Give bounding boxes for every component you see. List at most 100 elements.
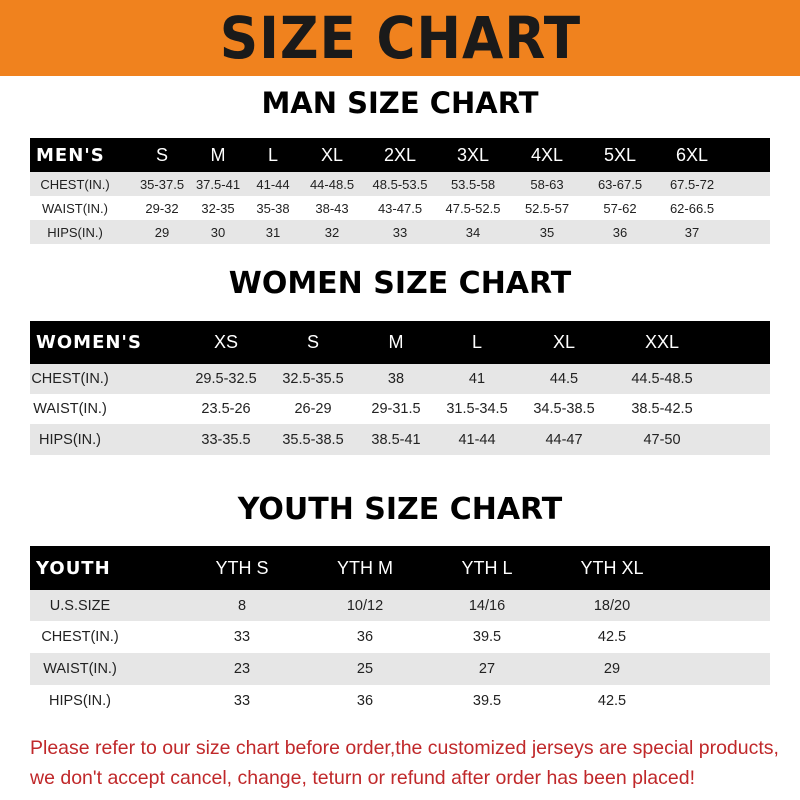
- measurement-value: 36: [356, 693, 374, 709]
- size-header-cell: S: [306, 332, 320, 352]
- measurement-value: 29-31.5: [371, 401, 421, 417]
- measurement-value: 32-35: [201, 200, 235, 216]
- measurement-label: CHEST(IN.): [40, 176, 110, 192]
- measurement-value: 36: [356, 629, 374, 645]
- table-row: WAIST(IN.) 23 25 27 29: [30, 653, 770, 685]
- measurement-value: 39.5: [472, 693, 502, 709]
- measurement-label: HIPS(IN.): [48, 693, 112, 709]
- measurement-value: 30: [210, 224, 226, 240]
- size-header-cell: XL: [552, 332, 576, 352]
- measurement-value: 35: [539, 224, 555, 240]
- size-header-cell: S: [155, 144, 169, 165]
- size-header-cell: 2XL: [383, 144, 417, 165]
- measurement-value: 52.5-57: [524, 200, 570, 216]
- size-header-cell: 3XL: [456, 144, 490, 165]
- measurement-value: 38.5-41: [371, 431, 421, 448]
- table-row: CHEST(IN.) 35-37.5 37.5-41 41-44 44-48.5 48.5…: [30, 172, 770, 196]
- size-header-cell: 5XL: [603, 144, 637, 165]
- measurement-label: CHEST(IN.): [31, 371, 109, 387]
- measurement-label: CHEST(IN.): [41, 629, 119, 645]
- size-header-cell: 4XL: [530, 144, 564, 165]
- measurement-value: 29: [154, 224, 170, 240]
- measurement-value: 29-32: [145, 200, 179, 216]
- size-header-cell: XXL: [644, 332, 680, 352]
- measurement-value: 36: [612, 224, 628, 240]
- measurement-value: 35-37.5: [139, 176, 185, 192]
- measurement-value: 44.5-48.5: [631, 371, 693, 387]
- measurement-value: 38.5-42.5: [631, 401, 693, 417]
- notice-line: Please refer to our size chart before or…: [30, 737, 779, 759]
- measurement-value: 18/20: [593, 597, 631, 614]
- size-header-cell: M: [388, 332, 404, 352]
- measurement-value: 42.5: [597, 629, 627, 645]
- size-header-cell: XS: [213, 332, 239, 352]
- measurement-value: 10/12: [346, 597, 384, 614]
- measurement-label: U.S.SIZE: [49, 597, 111, 614]
- measurement-value: 43-47.5: [377, 200, 423, 216]
- size-header-cell: 6XL: [675, 144, 709, 165]
- measurement-value: 31.5-34.5: [446, 401, 508, 417]
- measurement-value: 35.5-38.5: [282, 431, 344, 448]
- table-row: WAIST(IN.) 29-32 32-35 35-38 38-43 43-47.5 47.…: [30, 196, 770, 220]
- measurement-value: 57-62: [603, 200, 637, 216]
- measurement-value: 58-63: [530, 176, 564, 192]
- table-row: WAIST(IN.) 23.5-26 26-29 29-31.5 31.5-34.5 34…: [30, 394, 770, 424]
- women-chart-title: WOMEN SIZE CHART: [228, 266, 572, 301]
- measurement-value: 42.5: [597, 693, 627, 709]
- table-row: CHEST(IN.) 33 36 39.5 42.5: [30, 621, 770, 653]
- measurement-value: 23.5-26: [201, 401, 251, 417]
- measurement-value: 41-44: [458, 431, 496, 448]
- table-row: HIPS(IN.) 29 30 31 32 33 34 35 36 37: [30, 220, 770, 244]
- measurement-value: 41-44: [256, 176, 290, 192]
- table-header-row: WOMEN'S XS S M L XL XXL: [30, 321, 770, 364]
- table-title-cell: WOMEN'S: [36, 332, 142, 353]
- table-header-row: YOUTH YTH S YTH M YTH L YTH XL: [30, 546, 770, 590]
- measurement-label: HIPS(IN.): [47, 224, 103, 240]
- measurement-label: HIPS(IN.): [38, 431, 102, 448]
- measurement-value: 29: [603, 661, 621, 677]
- order-notice: Please refer to our size chart before or…: [30, 733, 790, 793]
- notice-line: we don't accept cancel, change, teturn o…: [30, 767, 695, 789]
- measurement-value: 31: [265, 224, 281, 240]
- measurement-value: 27: [478, 661, 496, 677]
- measurement-value: 32.5-35.5: [282, 371, 344, 387]
- measurement-value: 32: [324, 224, 340, 240]
- measurement-value: 44-48.5: [309, 176, 355, 192]
- measurement-label: WAIST(IN.): [43, 661, 117, 677]
- measurement-value: 67.5-72: [669, 176, 715, 192]
- measurement-value: 47-50: [643, 431, 681, 448]
- measurement-label: WAIST(IN.): [42, 200, 108, 216]
- size-header-cell: XL: [320, 144, 344, 165]
- table-title-cell: MEN'S: [36, 144, 105, 166]
- table-row: HIPS(IN.) 33-35.5 35.5-38.5 38.5-41 41-44 44-…: [30, 424, 770, 455]
- measurement-value: 35-38: [256, 200, 290, 216]
- measurement-value: 33: [392, 224, 408, 240]
- measurement-value: 23: [233, 661, 251, 677]
- measurement-value: 33: [233, 629, 251, 645]
- size-header-cell: YTH S: [215, 557, 269, 578]
- measurement-value: 47.5-52.5: [445, 200, 501, 216]
- measurement-value: 37: [684, 224, 700, 240]
- measurement-label: WAIST(IN.): [33, 401, 107, 417]
- measurement-value: 41: [468, 371, 486, 387]
- table-header-row: MEN'S S M L XL 2XL 3XL 4XL 5XL 6XL: [30, 138, 770, 172]
- size-chart-banner: SIZE CHART: [0, 0, 800, 76]
- measurement-value: 44-47: [545, 431, 583, 448]
- youth-chart-title: YOUTH SIZE CHART: [237, 492, 563, 527]
- size-header-cell: YTH L: [461, 557, 513, 578]
- size-header-cell: YTH XL: [580, 557, 644, 578]
- table-row: CHEST(IN.) 29.5-32.5 32.5-35.5 38 41 44.5 44.5…: [30, 364, 770, 394]
- measurement-value: 44.5: [549, 371, 579, 387]
- measurement-value: 34: [465, 224, 481, 240]
- measurement-value: 48.5-53.5: [372, 176, 428, 192]
- measurement-value: 33-35.5: [201, 431, 251, 448]
- measurement-value: 39.5: [472, 629, 502, 645]
- size-header-cell: M: [210, 144, 226, 165]
- table-row: HIPS(IN.) 33 36 39.5 42.5: [30, 685, 770, 717]
- table-row: U.S.SIZE 8 10/12 14/16 18/20: [30, 590, 770, 621]
- size-header-cell: L: [471, 332, 483, 352]
- measurement-value: 26-29: [294, 401, 332, 417]
- measurement-value: 8: [237, 597, 247, 614]
- measurement-value: 34.5-38.5: [533, 401, 595, 417]
- measurement-value: 25: [356, 661, 374, 677]
